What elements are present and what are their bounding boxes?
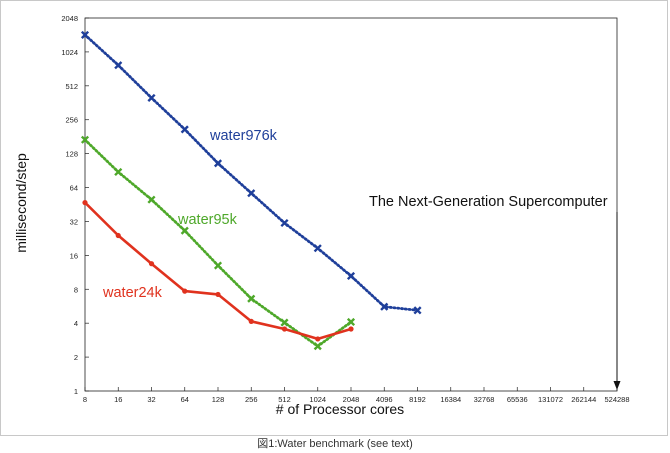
figure-caption: 図1:Water benchmark (see text) bbox=[257, 438, 413, 450]
y-tick-label: 16 bbox=[70, 251, 78, 260]
x-tick-label: 512 bbox=[278, 395, 291, 404]
data-point bbox=[280, 318, 289, 327]
x-tick-label: 16 bbox=[114, 395, 122, 404]
x-tick-label: 64 bbox=[181, 395, 189, 404]
figure-frame bbox=[0, 0, 668, 436]
data-point bbox=[80, 30, 90, 39]
data-point bbox=[147, 93, 156, 102]
y-tick-label: 512 bbox=[65, 82, 78, 91]
data-point bbox=[247, 294, 256, 303]
x-tick-label: 8192 bbox=[409, 395, 426, 404]
data-point bbox=[313, 244, 322, 253]
x-tick-label: 32768 bbox=[474, 395, 495, 404]
x-tick-label: 262144 bbox=[571, 395, 596, 404]
data-point bbox=[147, 195, 156, 204]
data-point bbox=[348, 326, 354, 332]
data-point bbox=[346, 271, 356, 281]
data-point bbox=[114, 61, 123, 70]
chart: 8 16 32 64 128 256 512 1024 2048 4096 8192 16384 327… bbox=[13, 14, 630, 417]
x-tick-label: 65536 bbox=[507, 395, 528, 404]
y-tick-label: 128 bbox=[65, 150, 78, 159]
x-tick-label: 256 bbox=[245, 395, 258, 404]
annotation-arrow bbox=[613, 212, 621, 390]
series-label-water976k: water976k bbox=[209, 128, 278, 144]
x-tick-label: 131072 bbox=[538, 395, 563, 404]
y-tick-label: 256 bbox=[65, 116, 78, 125]
x-tick-label: 16384 bbox=[440, 395, 461, 404]
data-point bbox=[213, 261, 223, 270]
x-tick-label: 2048 bbox=[343, 395, 360, 404]
data-point bbox=[114, 167, 123, 177]
series-label-water95k: water95k bbox=[177, 212, 238, 228]
data-point bbox=[182, 288, 188, 294]
x-axis-label: # of Processor cores bbox=[276, 401, 404, 417]
series-water976k bbox=[80, 30, 422, 315]
data-point bbox=[213, 159, 223, 168]
x-tick-label: 1024 bbox=[309, 395, 326, 404]
data-point bbox=[346, 317, 356, 327]
series-label-water24k: water24k bbox=[102, 285, 163, 301]
y-tick-label: 2 bbox=[74, 353, 78, 362]
data-point bbox=[180, 226, 189, 235]
data-point bbox=[215, 291, 221, 298]
x-tick-label: 524288 bbox=[604, 395, 629, 404]
axis-ticks: 8 16 32 64 128 256 512 1024 2048 4096 8192 16384 327… bbox=[61, 14, 629, 404]
data-point bbox=[180, 125, 189, 134]
data-point bbox=[413, 306, 422, 315]
data-point bbox=[313, 342, 322, 351]
y-tick-label: 64 bbox=[70, 184, 78, 193]
data-point bbox=[280, 218, 289, 228]
x-tick-label: 128 bbox=[212, 395, 225, 404]
data-point bbox=[115, 232, 121, 239]
y-tick-label: 32 bbox=[70, 217, 78, 226]
x-tick-label: 4096 bbox=[376, 395, 393, 404]
data-point bbox=[248, 318, 254, 324]
y-axis-label: millisecond/step bbox=[13, 153, 29, 253]
y-tick-label: 1 bbox=[74, 387, 78, 396]
x-tick-label: 32 bbox=[147, 395, 155, 404]
y-tick-label: 2048 bbox=[61, 14, 78, 23]
series-layer bbox=[80, 30, 422, 351]
data-point bbox=[247, 189, 256, 198]
y-tick-label: 8 bbox=[74, 285, 78, 294]
y-tick-label: 1024 bbox=[61, 48, 78, 57]
data-point bbox=[148, 261, 155, 267]
data-point bbox=[281, 326, 288, 332]
data-point bbox=[82, 200, 88, 206]
x-tick-label: 8 bbox=[83, 395, 87, 404]
series-line-water976k bbox=[83, 33, 419, 312]
data-point bbox=[80, 135, 90, 144]
series-water24k bbox=[82, 200, 354, 342]
data-point bbox=[315, 336, 321, 342]
data-point bbox=[380, 302, 389, 311]
next-gen-annotation: The Next-Generation Supercomputer bbox=[369, 194, 608, 210]
y-tick-label: 4 bbox=[74, 319, 78, 328]
series-water95k bbox=[80, 135, 356, 351]
